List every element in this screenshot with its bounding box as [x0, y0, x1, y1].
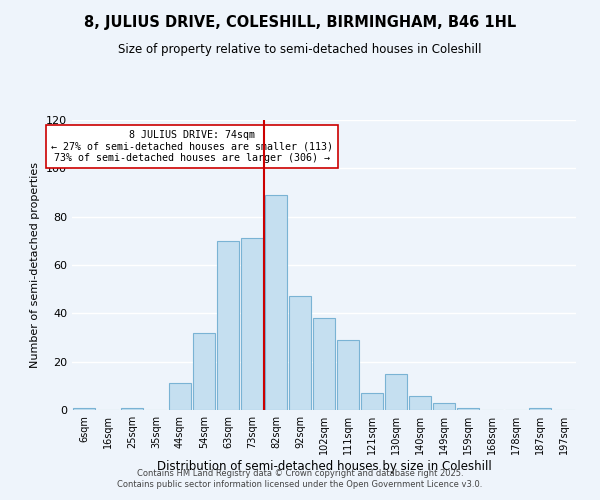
- Y-axis label: Number of semi-detached properties: Number of semi-detached properties: [31, 162, 40, 368]
- Bar: [217, 241, 239, 410]
- Bar: [265, 195, 287, 410]
- Bar: [313, 318, 335, 410]
- Text: Contains public sector information licensed under the Open Government Licence v3: Contains public sector information licen…: [118, 480, 482, 489]
- Bar: [337, 340, 359, 410]
- Bar: [361, 393, 383, 410]
- Bar: [433, 403, 455, 410]
- X-axis label: Distribution of semi-detached houses by size in Coleshill: Distribution of semi-detached houses by …: [157, 460, 491, 472]
- Bar: [457, 408, 479, 410]
- Bar: [121, 408, 143, 410]
- Text: Size of property relative to semi-detached houses in Coleshill: Size of property relative to semi-detach…: [118, 42, 482, 56]
- Bar: [241, 238, 263, 410]
- Bar: [289, 296, 311, 410]
- Bar: [193, 332, 215, 410]
- Bar: [409, 396, 431, 410]
- Text: 8, JULIUS DRIVE, COLESHILL, BIRMINGHAM, B46 1HL: 8, JULIUS DRIVE, COLESHILL, BIRMINGHAM, …: [84, 15, 516, 30]
- Bar: [169, 384, 191, 410]
- Bar: [385, 374, 407, 410]
- Bar: [529, 408, 551, 410]
- Text: 8 JULIUS DRIVE: 74sqm
← 27% of semi-detached houses are smaller (113)
73% of sem: 8 JULIUS DRIVE: 74sqm ← 27% of semi-deta…: [51, 130, 333, 163]
- Text: Contains HM Land Registry data © Crown copyright and database right 2025.: Contains HM Land Registry data © Crown c…: [137, 468, 463, 477]
- Bar: [73, 408, 95, 410]
